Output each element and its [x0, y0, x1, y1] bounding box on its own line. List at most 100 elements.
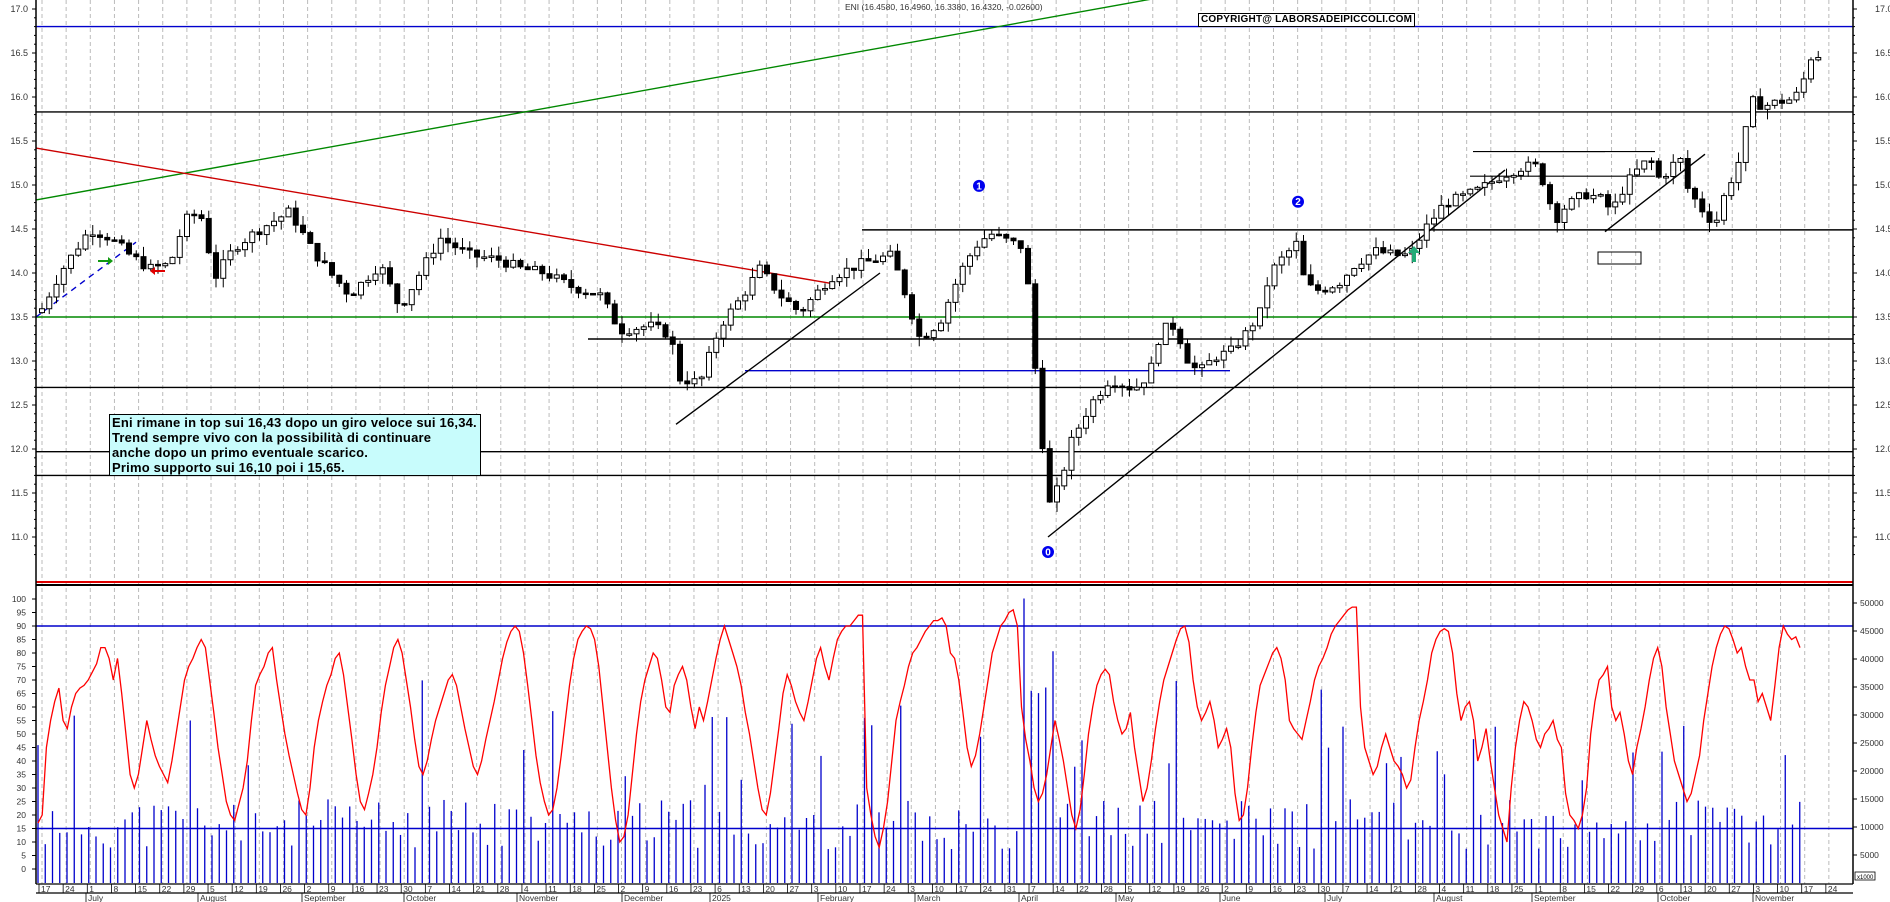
svg-text:16: 16	[669, 884, 679, 894]
svg-text:28: 28	[500, 884, 510, 894]
svg-text:8: 8	[113, 884, 118, 894]
svg-text:14: 14	[451, 884, 461, 894]
svg-text:31: 31	[1007, 884, 1017, 894]
svg-text:23: 23	[1297, 884, 1307, 894]
svg-text:12.5: 12.5	[1875, 400, 1890, 410]
svg-text:x1000: x1000	[1857, 875, 1874, 881]
svg-text:29: 29	[1635, 884, 1645, 894]
svg-text:12.0: 12.0	[1875, 444, 1890, 454]
svg-text:6: 6	[1659, 884, 1664, 894]
svg-text:21: 21	[476, 884, 486, 894]
svg-text:September: September	[304, 893, 346, 902]
svg-text:14.5: 14.5	[1875, 224, 1890, 234]
svg-text:11: 11	[548, 884, 557, 894]
svg-text:5: 5	[21, 851, 26, 861]
svg-text:55: 55	[17, 716, 27, 726]
svg-text:27: 27	[1731, 884, 1741, 894]
svg-text:90: 90	[17, 621, 27, 631]
svg-text:November: November	[1755, 893, 1794, 902]
svg-text:9: 9	[645, 884, 650, 894]
svg-text:25: 25	[596, 884, 606, 894]
svg-text:November: November	[519, 893, 558, 902]
svg-text:15000: 15000	[1860, 794, 1884, 804]
svg-text:19: 19	[258, 884, 268, 894]
svg-text:25: 25	[1514, 884, 1524, 894]
svg-text:12.0: 12.0	[10, 444, 28, 454]
oscillator-line	[37, 606, 1801, 850]
svg-text:40000: 40000	[1860, 654, 1884, 664]
svg-text:15.0: 15.0	[1875, 180, 1890, 190]
svg-text:9: 9	[331, 884, 336, 894]
svg-text:7: 7	[1345, 884, 1350, 894]
volume-bars	[37, 598, 1801, 883]
svg-text:7: 7	[1031, 884, 1036, 894]
svg-text:8: 8	[1562, 884, 1567, 894]
svg-text:5: 5	[210, 884, 215, 894]
svg-text:11.5: 11.5	[11, 488, 28, 498]
svg-text:20: 20	[17, 810, 27, 820]
svg-text:14.5: 14.5	[10, 224, 28, 234]
svg-text:April: April	[1021, 893, 1038, 902]
svg-text:100: 100	[12, 594, 26, 604]
svg-text:30000: 30000	[1860, 710, 1884, 720]
svg-text:20000: 20000	[1860, 766, 1884, 776]
svg-text:3: 3	[910, 884, 915, 894]
svg-text:5000: 5000	[1860, 850, 1879, 860]
svg-text:September: September	[1534, 893, 1576, 902]
svg-text:June: June	[1222, 893, 1241, 902]
svg-text:22: 22	[1611, 884, 1621, 894]
svg-text:28: 28	[1103, 884, 1113, 894]
svg-text:4: 4	[524, 884, 529, 894]
svg-text:13: 13	[741, 884, 751, 894]
svg-text:2: 2	[1224, 884, 1229, 894]
annotation-line-2: Trend sempre vivo con la possibilità di …	[112, 430, 432, 445]
svg-text:24: 24	[886, 884, 896, 894]
svg-text:3: 3	[1755, 884, 1760, 894]
svg-text:65: 65	[17, 689, 27, 699]
svg-text:16: 16	[1272, 884, 1282, 894]
chart-title: ENI (16.4580, 16.4960, 16.3380, 16.4320,…	[845, 2, 1043, 12]
svg-text:15.0: 15.0	[10, 180, 28, 190]
svg-text:95: 95	[17, 608, 27, 618]
svg-text:16.5: 16.5	[1875, 48, 1890, 58]
svg-text:9: 9	[1248, 884, 1253, 894]
svg-text:December: December	[624, 893, 663, 902]
svg-text:40: 40	[17, 756, 27, 766]
svg-text:1: 1	[89, 884, 94, 894]
svg-text:30: 30	[403, 884, 413, 894]
svg-text:24: 24	[1828, 884, 1838, 894]
svg-text:50: 50	[17, 729, 27, 739]
svg-text:26: 26	[1200, 884, 1210, 894]
svg-text:12: 12	[234, 884, 244, 894]
svg-text:60: 60	[17, 702, 27, 712]
svg-text:May: May	[1118, 893, 1135, 902]
svg-text:1: 1	[976, 181, 982, 192]
svg-text:85: 85	[17, 635, 27, 645]
svg-text:2: 2	[1295, 197, 1301, 208]
svg-text:2: 2	[621, 884, 626, 894]
svg-text:22: 22	[1079, 884, 1089, 894]
svg-text:75: 75	[17, 662, 27, 672]
svg-text:October: October	[1660, 893, 1690, 902]
svg-text:19: 19	[1176, 884, 1186, 894]
svg-text:10: 10	[1780, 884, 1790, 894]
svg-text:15: 15	[17, 824, 27, 834]
svg-text:26: 26	[282, 884, 292, 894]
svg-text:45: 45	[17, 743, 27, 753]
svg-text:18: 18	[572, 884, 582, 894]
svg-text:24: 24	[983, 884, 993, 894]
svg-text:7: 7	[427, 884, 432, 894]
svg-text:15: 15	[1586, 884, 1596, 894]
svg-text:1: 1	[1538, 884, 1543, 894]
svg-text:15.5: 15.5	[10, 136, 28, 146]
svg-text:24: 24	[65, 884, 75, 894]
svg-text:6: 6	[717, 884, 722, 894]
svg-text:14.0: 14.0	[1875, 268, 1890, 278]
svg-text:13: 13	[1683, 884, 1693, 894]
svg-text:16: 16	[355, 884, 365, 894]
svg-text:October: October	[406, 893, 436, 902]
svg-text:23: 23	[693, 884, 703, 894]
svg-text:August: August	[200, 893, 227, 902]
svg-text:70: 70	[17, 675, 27, 685]
svg-text:23: 23	[379, 884, 389, 894]
